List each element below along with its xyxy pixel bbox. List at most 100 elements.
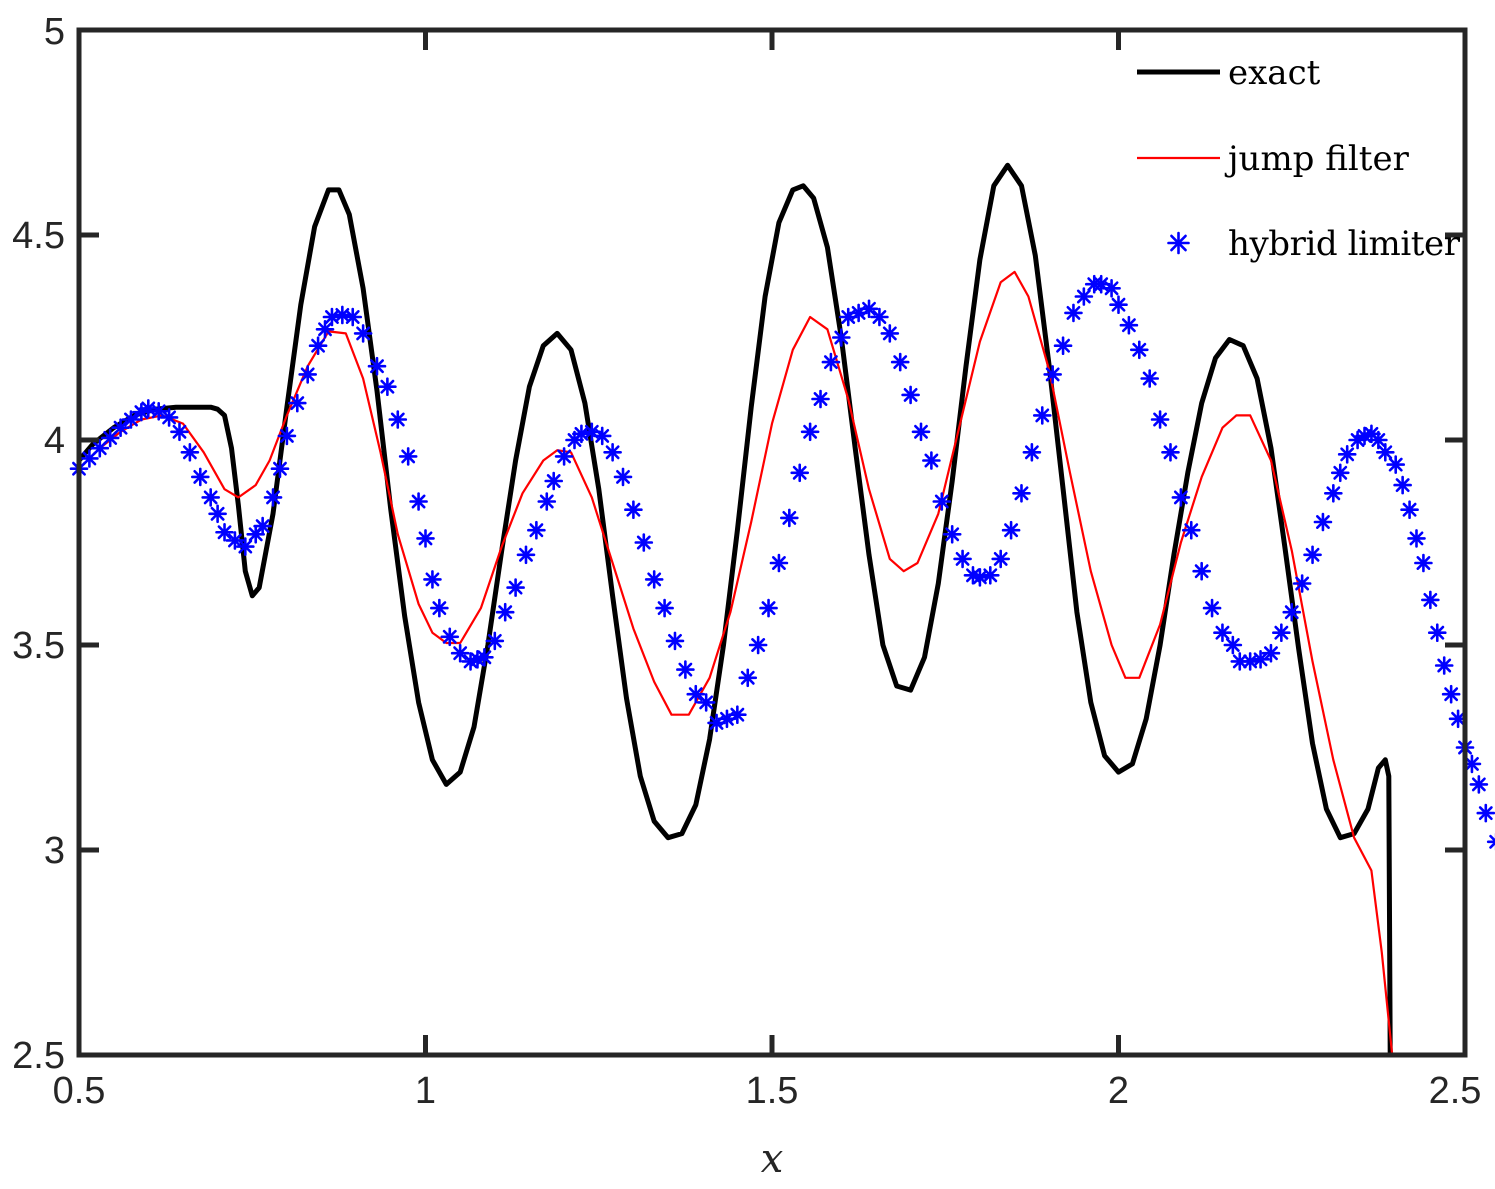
axis-ticks (76, 27, 1468, 1058)
hybrid-limiter-point (263, 488, 283, 507)
hybrid-limiter-point (1161, 442, 1180, 462)
hybrid-limiter-point (980, 565, 1000, 585)
hybrid-limiter-point (190, 467, 210, 487)
hybrid-limiter-point (544, 471, 564, 491)
hybrid-limiter-point (759, 598, 778, 618)
hybrid-limiter-point (1330, 463, 1350, 483)
exact-series-line (77, 162, 1393, 1056)
hybrid-limiter-point (603, 442, 622, 462)
hybrid-limiter-point (80, 449, 99, 468)
hybrid-limiter-point (353, 324, 373, 343)
hybrid-limiter-point (450, 643, 470, 663)
hybrid-limiter-point (1407, 529, 1426, 548)
hybrid-limiter-point (624, 500, 643, 520)
hybrid-limiter-point (208, 504, 227, 524)
hybrid-limiter-point (1393, 475, 1412, 495)
hybrid-limiter-point (1171, 488, 1191, 507)
hybrid-limiter-point (676, 660, 695, 679)
hybrid-limiter-point (859, 299, 879, 319)
hybrid-limiter-point (1324, 483, 1343, 503)
hybrid-limiter-point (554, 447, 574, 466)
hybrid-limiter-point (1213, 623, 1232, 643)
hybrid-limiter-point (253, 516, 272, 536)
plot-frame (76, 27, 1468, 1058)
hybrid-limiter-point (1223, 635, 1243, 655)
hybrid-limiter-point (1337, 445, 1357, 464)
hybrid-limiter-point (1441, 684, 1461, 704)
hybrid-limiter-point (738, 668, 758, 688)
hybrid-limiter-point (378, 377, 397, 397)
hybrid-limiter-point (367, 356, 387, 376)
hybrid-limiter-point (485, 631, 505, 651)
hybrid-limiter-point (409, 492, 428, 511)
hybrid-limiter-point (901, 385, 920, 405)
hybrid-limiter-point (991, 549, 1010, 569)
hybrid-limiter-point (1043, 365, 1062, 384)
x-tick-label: 1.5 (746, 1070, 799, 1112)
hybrid-limiter-point (1400, 500, 1419, 520)
x-tick-label: 2 (1108, 1070, 1129, 1112)
hybrid-limiter-point (180, 442, 200, 462)
hybrid-limiter-point (821, 352, 841, 372)
hybrid-limiter-point (932, 492, 952, 511)
hybrid-limiter-point (1119, 315, 1139, 335)
legend-label-hybrid-limiter: hybrid limiter (1228, 224, 1461, 264)
y-tick-label: 3.5 (12, 625, 65, 667)
hybrid-limiter-point (1140, 369, 1159, 388)
tick-labels: 0.5 1 1.5 2 2.5 2.5 3 3.5 4 4.5 5 (12, 11, 1481, 1112)
hybrid-limiter-point (475, 647, 494, 667)
hybrid-limiter-point (890, 352, 910, 372)
hybrid-limiter-point (644, 570, 664, 589)
hybrid-limiter-point (537, 492, 557, 511)
hybrid-limiter-point (236, 537, 255, 556)
hybrid-limiter-point (1369, 430, 1388, 450)
x-tick-label: 2.5 (1429, 1070, 1482, 1112)
hybrid-limiter-point (287, 393, 307, 413)
hybrid-limiter-point (1150, 410, 1170, 429)
hybrid-limiter-point (1022, 442, 1042, 462)
hybrid-limiter-point (1012, 483, 1031, 503)
hybrid-limiter-point (1074, 287, 1094, 306)
hybrid-limiter-point (748, 635, 768, 655)
hybrid-limiter-point (942, 524, 962, 544)
hybrid-limiter-point (170, 422, 189, 442)
hybrid-limiter-point (880, 324, 900, 343)
hybrid-limiter-point (111, 418, 130, 438)
x-tick-label: 1 (415, 1070, 436, 1112)
legend-hybrid-limiter-marker (1167, 231, 1190, 255)
y-tick-label: 3 (44, 830, 65, 872)
hybrid-limiter-point (1486, 833, 1495, 851)
hybrid-limiter-point (1303, 545, 1322, 565)
hybrid-limiter-point (100, 428, 120, 448)
hybrid-limiter-point (277, 426, 297, 446)
hybrid-limiter-point (953, 549, 972, 569)
hybrid-limiter-point (1313, 512, 1333, 532)
hybrid-limiter-point (388, 410, 408, 429)
hybrid-limiter-point (159, 408, 179, 427)
hybrid-limiter-point (430, 598, 449, 618)
hybrid-limiter-point (1434, 656, 1454, 675)
hybrid-limiter-point (215, 522, 234, 542)
hybrid-limiter-point (516, 545, 536, 565)
hybrid-limiter-point (780, 508, 799, 528)
hybrid-limiter-point (270, 459, 290, 479)
y-tick-label: 4.5 (12, 215, 65, 257)
hybrid-limiter-point (1282, 602, 1302, 622)
hybrid-limiter-point (506, 578, 525, 597)
hybrid-limiter-point (1272, 623, 1291, 643)
hybrid-limiter-point (838, 307, 858, 327)
legend: exact jump filter hybrid limiter (1137, 53, 1461, 264)
hybrid-limiter-point (1427, 623, 1447, 643)
hybrid-limiter-point (1129, 340, 1149, 360)
x-tick-label: 0.5 (53, 1070, 106, 1112)
hybrid-limiter-point (686, 684, 706, 704)
hybrid-limiter-point (790, 463, 810, 483)
plot-markers (69, 274, 1495, 851)
hybrid-limiter-point (811, 389, 830, 409)
hybrid-limiter-point (613, 467, 633, 487)
hybrid-limiter-point (315, 319, 335, 339)
hybrid-limiter-point (1376, 442, 1395, 462)
hybrid-limiter-point (1476, 803, 1495, 823)
hybrid-limiter-point (592, 426, 612, 446)
